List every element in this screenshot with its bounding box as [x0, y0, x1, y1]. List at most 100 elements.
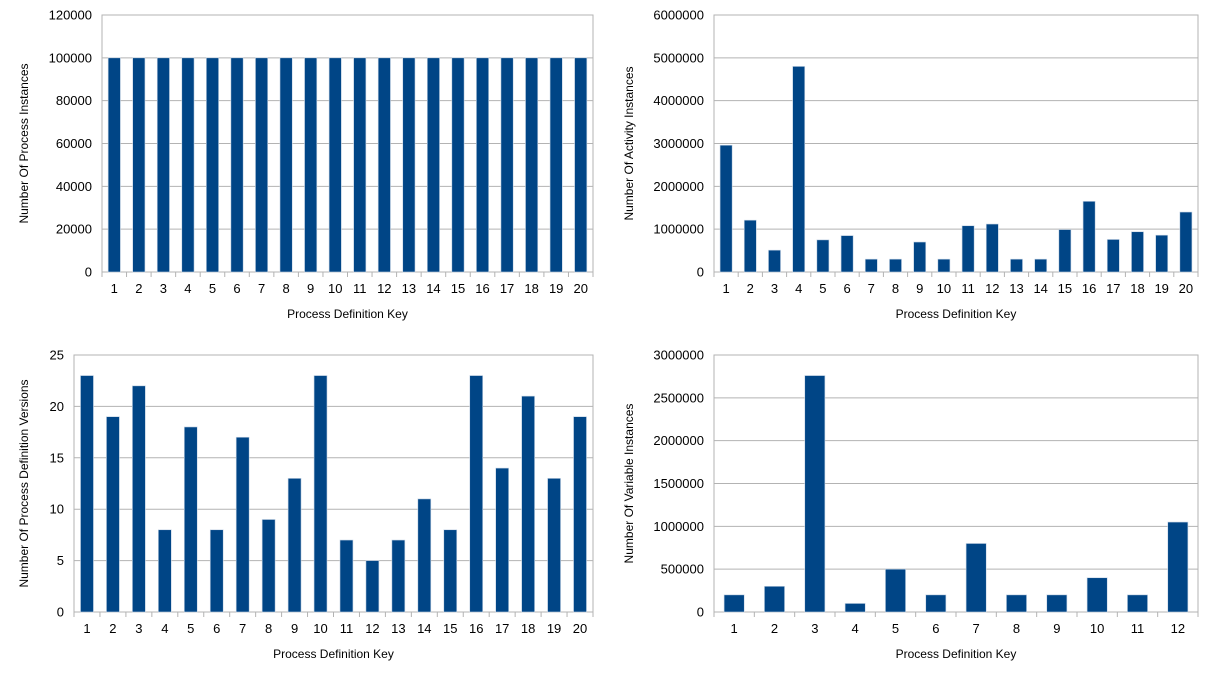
x-tick-label: 2: [109, 621, 116, 636]
x-tick-label: 6: [233, 281, 240, 296]
x-tick-label: 2: [747, 281, 754, 296]
x-tick-label: 10: [1090, 621, 1104, 636]
x-tick-label: 9: [1053, 621, 1060, 636]
x-tick-label: 14: [417, 621, 431, 636]
x-tick-label: 5: [187, 621, 194, 636]
y-tick-label: 0: [57, 605, 64, 620]
bar: [391, 539, 406, 613]
x-tick-label: 1: [83, 621, 90, 636]
bar: [937, 258, 951, 273]
x-tick-label: 17: [495, 621, 509, 636]
x-tick-label: 7: [258, 281, 265, 296]
x-tick-label: 16: [469, 621, 483, 636]
y-axis-title: Number Of Activity Instances: [622, 66, 636, 220]
y-tick-label: 500000: [661, 562, 704, 577]
bar: [235, 436, 250, 613]
x-tick-label: 12: [985, 281, 999, 296]
bar: [255, 57, 269, 273]
bar: [353, 57, 367, 273]
bar: [1131, 231, 1144, 273]
bar: [547, 478, 561, 613]
bar: [339, 539, 354, 613]
bar: [402, 57, 416, 273]
bar: [913, 241, 927, 273]
bar: [443, 529, 458, 613]
bar: [426, 57, 440, 273]
x-tick-label: 3: [160, 281, 167, 296]
bar: [287, 478, 302, 613]
bar: [525, 57, 539, 273]
y-tick-label: 1500000: [653, 476, 704, 491]
x-tick-label: 7: [239, 621, 246, 636]
y-tick-label: 25: [50, 348, 64, 363]
x-tick-label: 4: [852, 621, 859, 636]
y-tick-label: 20000: [56, 222, 92, 237]
bar: [723, 594, 745, 613]
y-tick-label: 2500000: [653, 390, 704, 405]
x-tick-label: 4: [795, 281, 802, 296]
bar: [1179, 211, 1193, 273]
x-tick-label: 6: [843, 281, 850, 296]
bar: [574, 57, 588, 273]
bar: [156, 57, 170, 273]
x-tick-label: 13: [391, 621, 405, 636]
x-tick-label: 11: [961, 281, 975, 296]
bar: [476, 57, 489, 273]
bar: [885, 568, 906, 613]
chart-4: 0 500000 1000000 1500000 2000000 2500000 30000…: [622, 348, 1199, 661]
x-tick-label: 14: [426, 281, 440, 296]
chart-2: 0 1000000 2000000 3000000 4000000 5000000 6000…: [622, 8, 1199, 321]
y-tick-label: 10: [50, 502, 64, 517]
x-tick-label: 11: [340, 621, 354, 636]
y-tick-label: 5000000: [653, 50, 704, 65]
y-tick-label: 120000: [49, 8, 92, 23]
bar: [417, 498, 432, 613]
x-tick-label: 18: [524, 281, 538, 296]
y-tick-label: 15: [50, 450, 64, 465]
y-tick-label: 100000: [49, 50, 92, 65]
bar: [80, 375, 94, 613]
bar: [328, 57, 342, 273]
y-tick-label: 60000: [56, 136, 92, 151]
bar: [743, 219, 757, 273]
x-tick-label: 1: [731, 621, 738, 636]
x-tick-label: 8: [892, 281, 899, 296]
bar: [230, 57, 244, 273]
x-tick-label: 3: [811, 621, 818, 636]
bar: [844, 603, 866, 613]
y-tick-label: 3000000: [653, 136, 704, 151]
y-tick-label: 2000000: [653, 433, 704, 448]
bar: [792, 66, 806, 273]
x-tick-label: 8: [265, 621, 272, 636]
y-tick-label: 6000000: [653, 8, 704, 23]
bar: [1006, 594, 1027, 613]
bar: [132, 385, 146, 613]
plot-area: [73, 354, 594, 613]
x-tick-label: 13: [1009, 281, 1023, 296]
x-tick-label: 4: [161, 621, 168, 636]
bar: [864, 258, 878, 273]
x-axis-title: Process Definition Key: [896, 307, 1017, 321]
bar: [1082, 201, 1096, 273]
x-tick-label: 1: [111, 281, 118, 296]
bar: [500, 57, 514, 273]
bar: [1046, 594, 1068, 613]
x-tick-label: 5: [209, 281, 216, 296]
x-tick-label: 16: [475, 281, 489, 296]
x-tick-label: 11: [1131, 621, 1145, 636]
bar: [889, 258, 902, 273]
x-tick-label: 19: [549, 281, 563, 296]
bar: [549, 57, 563, 273]
bar: [209, 529, 224, 613]
y-axis-title: Number Of Process Definition Versions: [17, 379, 31, 587]
bar: [1010, 258, 1023, 273]
x-tick-label: 9: [291, 621, 298, 636]
bar: [1086, 577, 1108, 613]
y-tick-label: 5: [57, 553, 64, 568]
x-tick-label: 7: [868, 281, 875, 296]
x-tick-label: 6: [213, 621, 220, 636]
bar: [261, 519, 276, 613]
y-tick-label: 1000000: [653, 222, 704, 237]
